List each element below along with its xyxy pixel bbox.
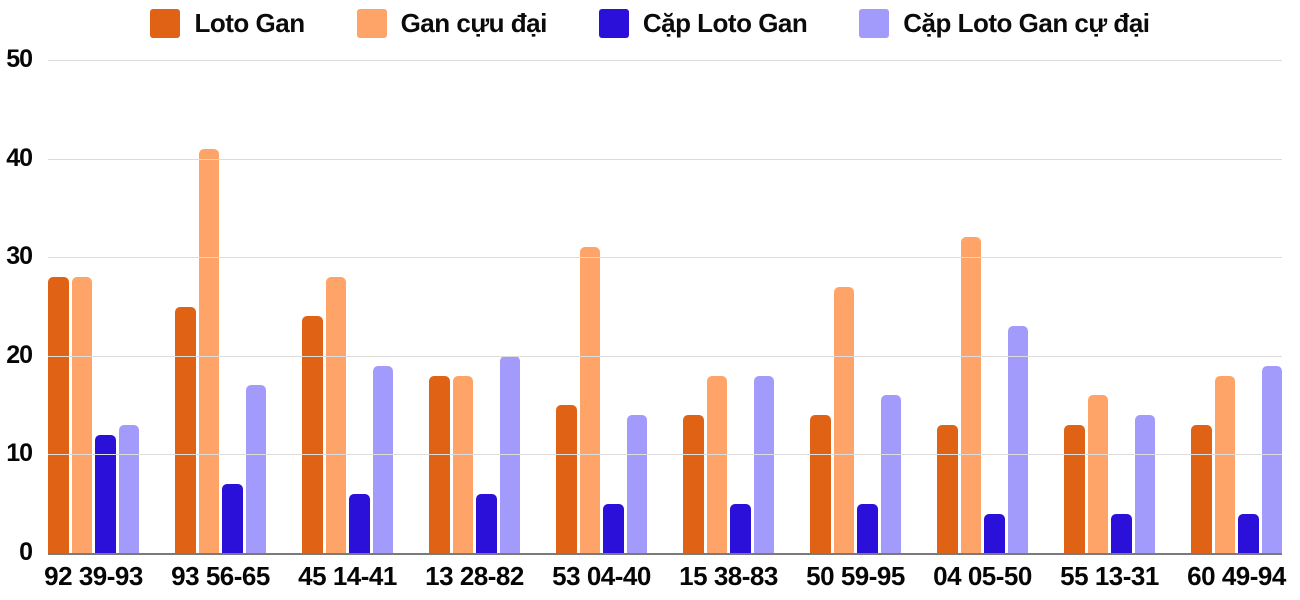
- bar: [579, 247, 600, 553]
- y-axis: 0 10 20 30 40 50: [0, 45, 38, 566]
- x-tick-label: 53 04-40: [552, 561, 651, 592]
- bar: [302, 316, 323, 553]
- x-tick-label: 45 14-41: [298, 561, 397, 592]
- x-tick-text: 93 56-65: [171, 561, 270, 591]
- bar: [1134, 414, 1155, 553]
- gridline: [48, 355, 1282, 357]
- legend-swatch: [356, 9, 387, 38]
- bar: [1111, 513, 1132, 553]
- bar: [626, 414, 647, 553]
- bar-group: [48, 60, 139, 553]
- bar: [857, 503, 878, 553]
- bar: [1261, 365, 1282, 553]
- bar: [349, 493, 370, 553]
- bar: [880, 395, 901, 553]
- bar: [476, 493, 497, 553]
- legend-label: Loto Gan: [194, 8, 305, 38]
- legend-item: Gan cựu đại: [356, 8, 548, 39]
- bar: [429, 375, 450, 553]
- bar: [1064, 424, 1085, 553]
- bar-group: [302, 60, 393, 553]
- bar: [452, 375, 473, 553]
- x-tick-text: 15 38-83: [679, 561, 778, 591]
- x-axis: 92 39-93 93 56-65 45 14-41 13 28-82 53 04-40…: [44, 561, 1286, 592]
- bar: [118, 424, 139, 553]
- x-tick-text: 53 04-40: [552, 561, 651, 591]
- x-tick-label: 55 13-31: [1060, 561, 1159, 592]
- legend-swatch: [150, 9, 181, 38]
- bar: [48, 276, 69, 553]
- x-tick-label: 93 56-65: [171, 561, 270, 592]
- legend-label: Cặp Loto Gan: [642, 8, 808, 38]
- gridline: [48, 158, 1282, 160]
- x-tick-label: 50 59-95: [806, 561, 905, 592]
- bar: [245, 385, 266, 553]
- y-tick-label: 10: [6, 439, 33, 468]
- chart-legend: Loto Gan Gan cựu đại Cặp Loto Gan Cặp Loto …: [0, 8, 1300, 39]
- y-tick-label: 20: [6, 340, 33, 369]
- bar: [325, 276, 346, 553]
- legend-item: Cặp Loto Gan cự đại: [859, 8, 1150, 39]
- bar-group: [937, 60, 1028, 553]
- legend-item: Loto Gan: [150, 8, 305, 39]
- legend-label: Cặp Loto Gan cự đại: [903, 8, 1150, 38]
- bar: [753, 375, 774, 553]
- bar: [683, 414, 704, 553]
- bar: [372, 365, 393, 553]
- y-tick-label: 30: [6, 242, 33, 271]
- bar: [810, 414, 831, 553]
- gridline: [48, 257, 1282, 259]
- bar-group: [429, 60, 520, 553]
- legend-swatch: [859, 9, 890, 38]
- bar: [603, 503, 624, 553]
- x-tick-label: 15 38-83: [679, 561, 778, 592]
- bar-group: [683, 60, 774, 553]
- bar: [937, 424, 958, 553]
- bar: [1007, 326, 1028, 553]
- y-tick-label: 50: [6, 44, 33, 73]
- bar: [556, 405, 577, 553]
- bar: [1191, 424, 1212, 553]
- x-tick-text: 92 39-93: [44, 561, 143, 591]
- x-tick-text: 60 49-94: [1187, 561, 1286, 591]
- x-tick-text: 55 13-31: [1060, 561, 1159, 591]
- x-tick-label: 60 49-94: [1187, 561, 1286, 592]
- bar: [1238, 513, 1259, 553]
- bar: [71, 276, 92, 553]
- bar-group: [175, 60, 266, 553]
- legend-swatch: [598, 9, 629, 38]
- x-tick-label: 92 39-93: [44, 561, 143, 592]
- y-tick-label: 40: [6, 143, 33, 172]
- bar-group: [1191, 60, 1282, 553]
- bar: [730, 503, 751, 553]
- bar: [95, 434, 116, 553]
- bar: [833, 286, 854, 553]
- legend-item: Cặp Loto Gan: [598, 8, 808, 39]
- legend-label: Gan cựu đại: [400, 8, 548, 38]
- x-tick-label: 04 05-50: [933, 561, 1032, 592]
- bar-group: [810, 60, 901, 553]
- x-tick-label: 13 28-82: [425, 561, 524, 592]
- x-tick-text: 50 59-95: [806, 561, 905, 591]
- bar: [198, 148, 219, 553]
- bar: [1214, 375, 1235, 553]
- bar: [222, 483, 243, 553]
- bar-group: [1064, 60, 1155, 553]
- gridline: [48, 454, 1282, 456]
- bar: [1087, 395, 1108, 553]
- x-tick-text: 04 05-50: [933, 561, 1032, 591]
- plot-area: [48, 60, 1282, 555]
- bar: [706, 375, 727, 553]
- bar: [175, 306, 196, 553]
- bar: [984, 513, 1005, 553]
- bar-group: [556, 60, 647, 553]
- y-tick-label: 0: [19, 537, 33, 566]
- gridline: [48, 60, 1282, 61]
- bar-series-container: [48, 60, 1282, 553]
- bar: [960, 237, 981, 553]
- x-tick-text: 45 14-41: [298, 561, 397, 591]
- x-tick-text: 13 28-82: [425, 561, 524, 591]
